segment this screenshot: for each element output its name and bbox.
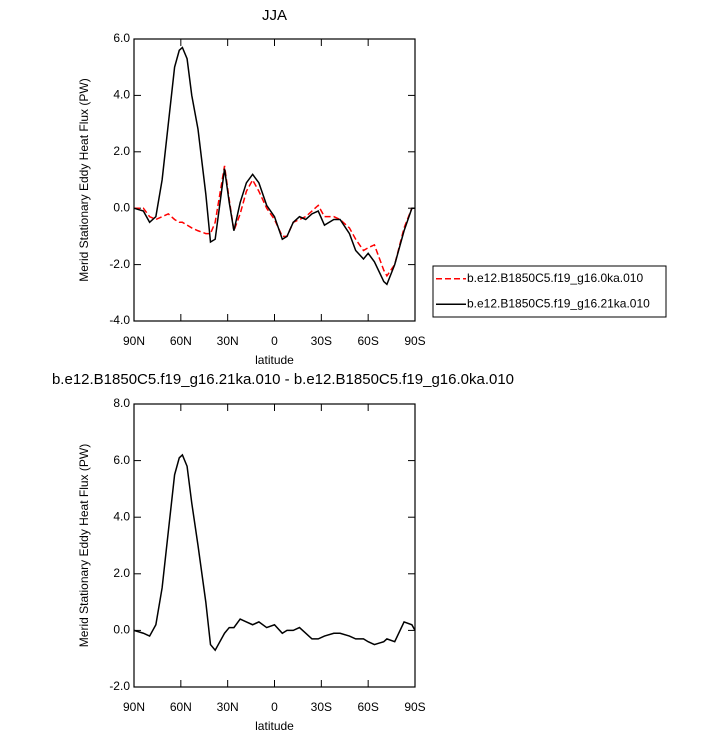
x-tick-label: 90S	[404, 334, 425, 348]
x-tick-label: 90N	[123, 334, 145, 348]
legend-label: b.e12.B1850C5.f19_g16.21ka.010	[467, 296, 650, 310]
chart-title: JJA	[262, 7, 287, 24]
x-tick-label: 90N	[123, 700, 145, 714]
x-tick-label: 30S	[311, 700, 332, 714]
y-tick-label: 4.0	[113, 509, 130, 523]
x-tick-label: 0	[271, 700, 278, 714]
plot-frame	[133, 38, 416, 322]
chart-title: b.e12.B1850C5.f19_g16.21ka.010 - b.e12.B…	[52, 371, 514, 388]
legend-box	[432, 265, 667, 318]
x-tick-label: 30S	[311, 334, 332, 348]
y-tick-label: 0.0	[113, 200, 130, 214]
y-tick-label: 6.0	[113, 453, 130, 467]
data-line	[133, 46, 415, 286]
y-tick-label: 2.0	[113, 144, 130, 158]
x-axis-label: latitude	[255, 719, 294, 733]
y-tick-label: 2.0	[113, 566, 130, 580]
y-axis-label: Merid Stationary Eddy Heat Flux (PW)	[77, 78, 91, 281]
y-tick-label: 6.0	[113, 31, 130, 45]
x-tick-label: 60S	[357, 334, 378, 348]
y-tick-label: -2.0	[109, 679, 130, 693]
x-tick-label: 90S	[404, 700, 425, 714]
y-tick-label: 0.0	[113, 623, 130, 637]
y-tick-label: -4.0	[109, 313, 130, 327]
y-tick-label: -2.0	[109, 257, 130, 271]
x-tick-label: 60N	[170, 700, 192, 714]
x-tick-label: 0	[271, 334, 278, 348]
x-tick-label: 60N	[170, 334, 192, 348]
x-axis-label: latitude	[255, 353, 294, 367]
x-tick-label: 30N	[217, 334, 239, 348]
x-tick-label: 60S	[357, 700, 378, 714]
x-tick-label: 30N	[217, 700, 239, 714]
data-line	[133, 453, 416, 652]
data-line	[134, 165, 415, 278]
y-tick-label: 8.0	[113, 396, 130, 410]
y-tick-label: 4.0	[113, 88, 130, 102]
legend-label: b.e12.B1850C5.f19_g16.0ka.010	[467, 271, 643, 285]
y-axis-label: Merid Stationary Eddy Heat Flux (PW)	[77, 444, 91, 647]
